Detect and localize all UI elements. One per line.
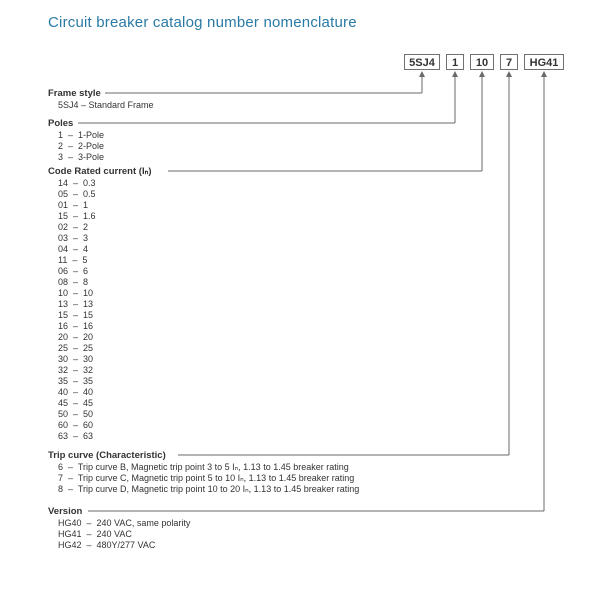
section-item: 06 – 6 (48, 266, 570, 277)
section-item: HG41 – 240 VAC (48, 529, 570, 540)
section-item: 05 – 0.5 (48, 189, 570, 200)
section-item: 1 – 1-Pole (48, 130, 570, 141)
section-item: 04 – 4 (48, 244, 570, 255)
page: Circuit breaker catalog number nomenclat… (0, 0, 600, 600)
section-code: Code Rated current (Iₙ)14 – 0.305 – 0.50… (48, 166, 570, 442)
section-item: 63 – 63 (48, 431, 570, 442)
section-trip: Trip curve (Characteristic)6 – Trip curv… (48, 450, 570, 495)
code-box-b3: 10 (470, 54, 494, 70)
section-heading-trip: Trip curve (Characteristic) (48, 450, 570, 461)
section-item: 40 – 40 (48, 387, 570, 398)
section-item: 5SJ4 – Standard Frame (48, 100, 570, 111)
section-item: 20 – 20 (48, 332, 570, 343)
section-item: HG42 – 480Y/277 VAC (48, 540, 570, 551)
section-heading-poles: Poles (48, 118, 570, 129)
section-item: 6 – Trip curve B, Magnetic trip point 3 … (48, 462, 570, 473)
section-item: 01 – 1 (48, 200, 570, 211)
page-title: Circuit breaker catalog number nomenclat… (48, 14, 357, 31)
section-version: VersionHG40 – 240 VAC, same polarityHG41… (48, 506, 570, 551)
section-item: 15 – 1.6 (48, 211, 570, 222)
section-item: 50 – 50 (48, 409, 570, 420)
section-heading-version: Version (48, 506, 570, 517)
section-item: 60 – 60 (48, 420, 570, 431)
section-item: 8 – Trip curve D, Magnetic trip point 10… (48, 484, 570, 495)
section-item: HG40 – 240 VAC, same polarity (48, 518, 570, 529)
section-item: 10 – 10 (48, 288, 570, 299)
section-item: 11 – 5 (48, 255, 570, 266)
section-item: 2 – 2-Pole (48, 141, 570, 152)
section-item: 45 – 45 (48, 398, 570, 409)
section-item: 16 – 16 (48, 321, 570, 332)
section-item: 15 – 15 (48, 310, 570, 321)
section-heading-frame: Frame style (48, 88, 570, 99)
code-box-b2: 1 (446, 54, 464, 70)
section-heading-code: Code Rated current (Iₙ) (48, 166, 570, 177)
section-item: 03 – 3 (48, 233, 570, 244)
code-box-b4: 7 (500, 54, 518, 70)
section-item: 3 – 3-Pole (48, 152, 570, 163)
section-item: 02 – 2 (48, 222, 570, 233)
section-item: 08 – 8 (48, 277, 570, 288)
code-box-b1: 5SJ4 (404, 54, 440, 70)
section-item: 13 – 13 (48, 299, 570, 310)
section-item: 32 – 32 (48, 365, 570, 376)
code-box-b5: HG41 (524, 54, 564, 70)
section-poles: Poles1 – 1-Pole2 – 2-Pole3 – 3-Pole (48, 118, 570, 163)
section-frame: Frame style5SJ4 – Standard Frame (48, 88, 570, 111)
section-item: 30 – 30 (48, 354, 570, 365)
section-item: 7 – Trip curve C, Magnetic trip point 5 … (48, 473, 570, 484)
section-item: 25 – 25 (48, 343, 570, 354)
section-item: 14 – 0.3 (48, 178, 570, 189)
section-item: 35 – 35 (48, 376, 570, 387)
